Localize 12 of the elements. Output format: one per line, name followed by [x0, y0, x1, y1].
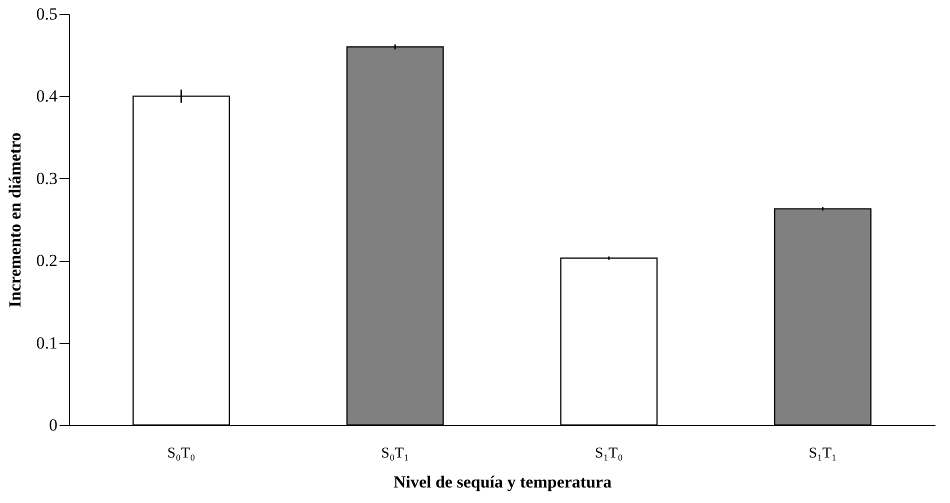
- y-tick-label: 0.2: [36, 251, 58, 270]
- x-tick-label: S₀T₁: [381, 446, 410, 462]
- y-tick-label: 0: [49, 416, 58, 434]
- y-tick-label: 0.1: [36, 333, 58, 352]
- x-tick-label: S₁T₀: [594, 446, 623, 462]
- y-axis-title: Incremento en diámetro: [5, 132, 24, 308]
- y-tick-label: 0.4: [36, 86, 58, 106]
- y-tick-label: 0.5: [36, 4, 58, 24]
- x-axis-title: Nivel de sequía y temperatura: [393, 472, 612, 492]
- x-tick-label: S₀T₀: [167, 446, 196, 462]
- x-tick-label: S₁T₁: [808, 446, 837, 462]
- y-tick-label: 0.3: [36, 168, 58, 188]
